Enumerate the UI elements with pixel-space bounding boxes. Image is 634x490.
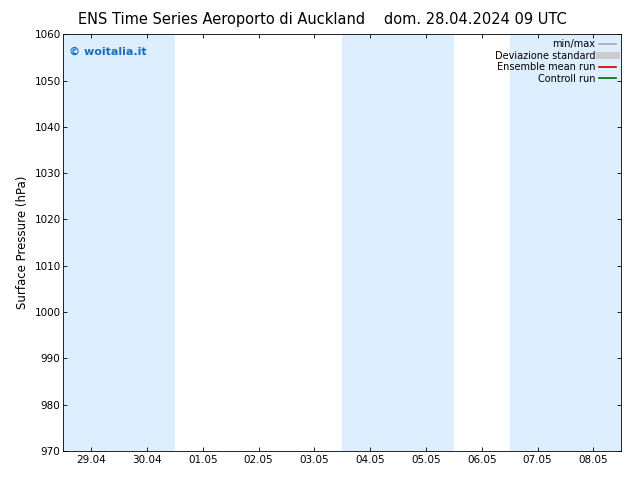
Bar bbox=[342, 34, 454, 451]
Text: © woitalia.it: © woitalia.it bbox=[69, 47, 146, 57]
Legend: min/max, Deviazione standard, Ensemble mean run, Controll run: min/max, Deviazione standard, Ensemble m… bbox=[493, 37, 618, 85]
Bar bbox=[63, 34, 175, 451]
Y-axis label: Surface Pressure (hPa): Surface Pressure (hPa) bbox=[16, 176, 29, 309]
Bar bbox=[510, 34, 621, 451]
Text: dom. 28.04.2024 09 UTC: dom. 28.04.2024 09 UTC bbox=[384, 12, 567, 27]
Text: ENS Time Series Aeroporto di Auckland: ENS Time Series Aeroporto di Auckland bbox=[79, 12, 365, 27]
